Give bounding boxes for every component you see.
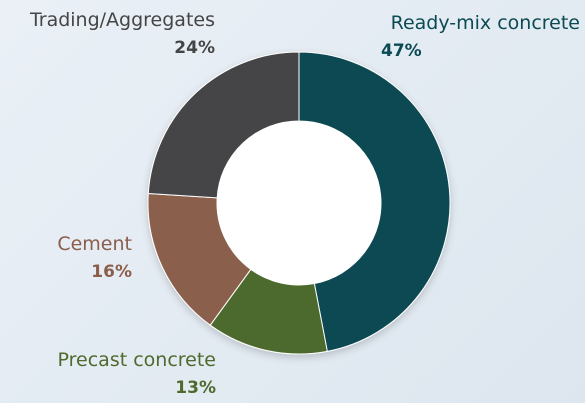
donut-hole — [217, 121, 381, 285]
label-trading: Trading/Aggregates 24% — [29, 9, 215, 58]
slice-label-precast-name: Precast concrete — [58, 349, 216, 371]
slice-label-ready-mix-name: Ready-mix concrete — [391, 12, 580, 34]
slice-label-trading-name: Trading/Aggregates — [29, 9, 215, 31]
label-precast: Precast concrete 13% — [58, 349, 216, 398]
slice-label-trading-value: 24% — [174, 38, 215, 58]
slice-label-precast-value: 13% — [175, 378, 216, 398]
slice-label-cement-name: Cement — [57, 233, 132, 255]
slice-label-cement-value: 16% — [91, 262, 132, 282]
slice-label-ready-mix-value: 47% — [381, 41, 422, 61]
label-cement: Cement 16% — [57, 233, 132, 282]
donut-slices — [147, 51, 451, 355]
label-ready-mix: Ready-mix concrete 47% — [381, 12, 580, 61]
